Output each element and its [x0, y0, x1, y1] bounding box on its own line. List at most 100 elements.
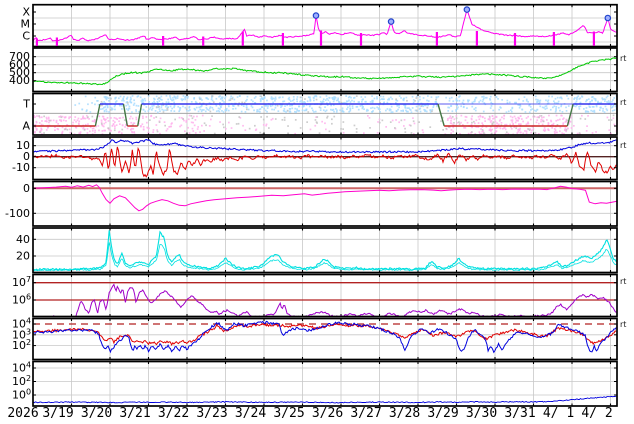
polarity-dot: [326, 104, 329, 106]
polarity-dot: [131, 117, 134, 120]
polarity-dot: [327, 99, 330, 102]
polarity-dot: [334, 97, 337, 99]
polarity-dot: [124, 126, 126, 128]
polarity-dot: [75, 120, 77, 123]
data-gap-bar: [55, 37, 58, 46]
polarity-dot: [595, 104, 598, 107]
polarity-dot: [123, 119, 126, 121]
polarity-dot: [606, 101, 608, 103]
polarity-dot: [432, 106, 435, 108]
polarity-dot: [521, 108, 523, 111]
polarity-dot: [351, 107, 354, 109]
polarity-dot: [72, 121, 74, 124]
polarity-dot: [281, 119, 284, 121]
polarity-dot: [103, 118, 106, 121]
polarity-dot: [542, 129, 545, 131]
polarity-dot: [606, 109, 609, 112]
panel-xray: XMC: [21, 3, 618, 48]
polarity-dot: [509, 123, 512, 126]
polarity-dot: [505, 111, 508, 114]
polarity-dot: [161, 99, 163, 101]
polarity-dot: [100, 100, 103, 103]
polarity-dot: [304, 101, 306, 104]
polarity-dot: [324, 110, 327, 113]
polarity-dot: [200, 105, 203, 107]
polarity-dot: [462, 106, 465, 109]
polarity-dot: [244, 129, 247, 131]
polarity-dot: [328, 96, 331, 99]
polarity-dot: [557, 106, 560, 109]
polarity-dot: [395, 99, 398, 102]
polarity-dot: [547, 99, 550, 102]
polarity-dot: [184, 130, 186, 133]
polarity-dot: [412, 99, 415, 101]
polarity-dot: [287, 132, 290, 135]
polarity-dot: [286, 110, 289, 112]
polarity-dot: [139, 96, 142, 99]
polarity-dot: [165, 95, 168, 97]
polarity-dot: [309, 98, 311, 101]
polarity-dot: [228, 99, 231, 102]
polarity-dot: [54, 126, 56, 128]
polarity-dot: [145, 116, 148, 118]
y-axis-label: A: [22, 120, 30, 133]
polarity-dot: [135, 110, 138, 113]
polarity-dot: [50, 119, 52, 122]
polarity-dot: [137, 95, 140, 97]
polarity-dot: [518, 123, 520, 125]
polarity-dot: [126, 101, 129, 103]
polarity-dot: [182, 95, 185, 97]
polarity-dot: [585, 99, 588, 102]
polarity-dot: [166, 109, 169, 111]
polarity-dot: [38, 122, 41, 124]
polarity-dot: [518, 117, 521, 120]
polarity-dot: [219, 98, 222, 100]
polarity-dot: [473, 120, 475, 123]
polarity-dot: [256, 109, 259, 111]
polarity-dot: [467, 132, 470, 135]
polarity-dot: [347, 96, 350, 99]
polarity-dot: [135, 116, 138, 119]
polarity-dot: [229, 99, 232, 101]
polarity-dot: [406, 110, 408, 113]
polarity-dot: [332, 108, 335, 111]
polarity-dot: [119, 123, 121, 125]
polarity-dot: [594, 98, 597, 100]
polarity-dot: [518, 106, 521, 109]
polarity-dot: [284, 105, 286, 107]
polarity-dot: [195, 102, 198, 104]
polarity-dot: [201, 114, 204, 117]
polarity-dot: [473, 100, 475, 103]
polarity-dot: [100, 119, 103, 122]
polarity-dot: [155, 95, 158, 98]
polarity-dot: [492, 121, 495, 123]
polarity-dot: [601, 97, 604, 99]
polarity-dot: [104, 121, 107, 124]
polarity-dot: [556, 131, 558, 134]
polarity-dot: [160, 106, 163, 109]
polarity-dot: [348, 110, 350, 113]
polarity-dot: [610, 106, 613, 109]
polarity-dot: [474, 100, 476, 103]
polarity-dot: [458, 99, 461, 102]
polarity-dot: [499, 118, 502, 121]
polarity-dot: [43, 115, 45, 118]
polarity-dot: [273, 108, 275, 111]
polarity-dot: [494, 120, 497, 123]
polarity-dot: [377, 107, 380, 109]
series-goes-xray-flux: [33, 9, 617, 42]
polarity-dot: [592, 110, 594, 113]
polarity-dot: [561, 97, 563, 100]
polarity-dot: [377, 121, 379, 123]
polarity-dot: [598, 102, 601, 104]
polarity-dot: [237, 122, 240, 125]
polarity-dot: [337, 99, 339, 101]
polarity-dot: [353, 97, 355, 99]
data-gap-bar: [202, 36, 205, 46]
polarity-dot: [250, 99, 253, 101]
polarity-dot: [412, 117, 414, 119]
polarity-dot: [593, 111, 596, 114]
polarity-dot: [365, 110, 368, 112]
